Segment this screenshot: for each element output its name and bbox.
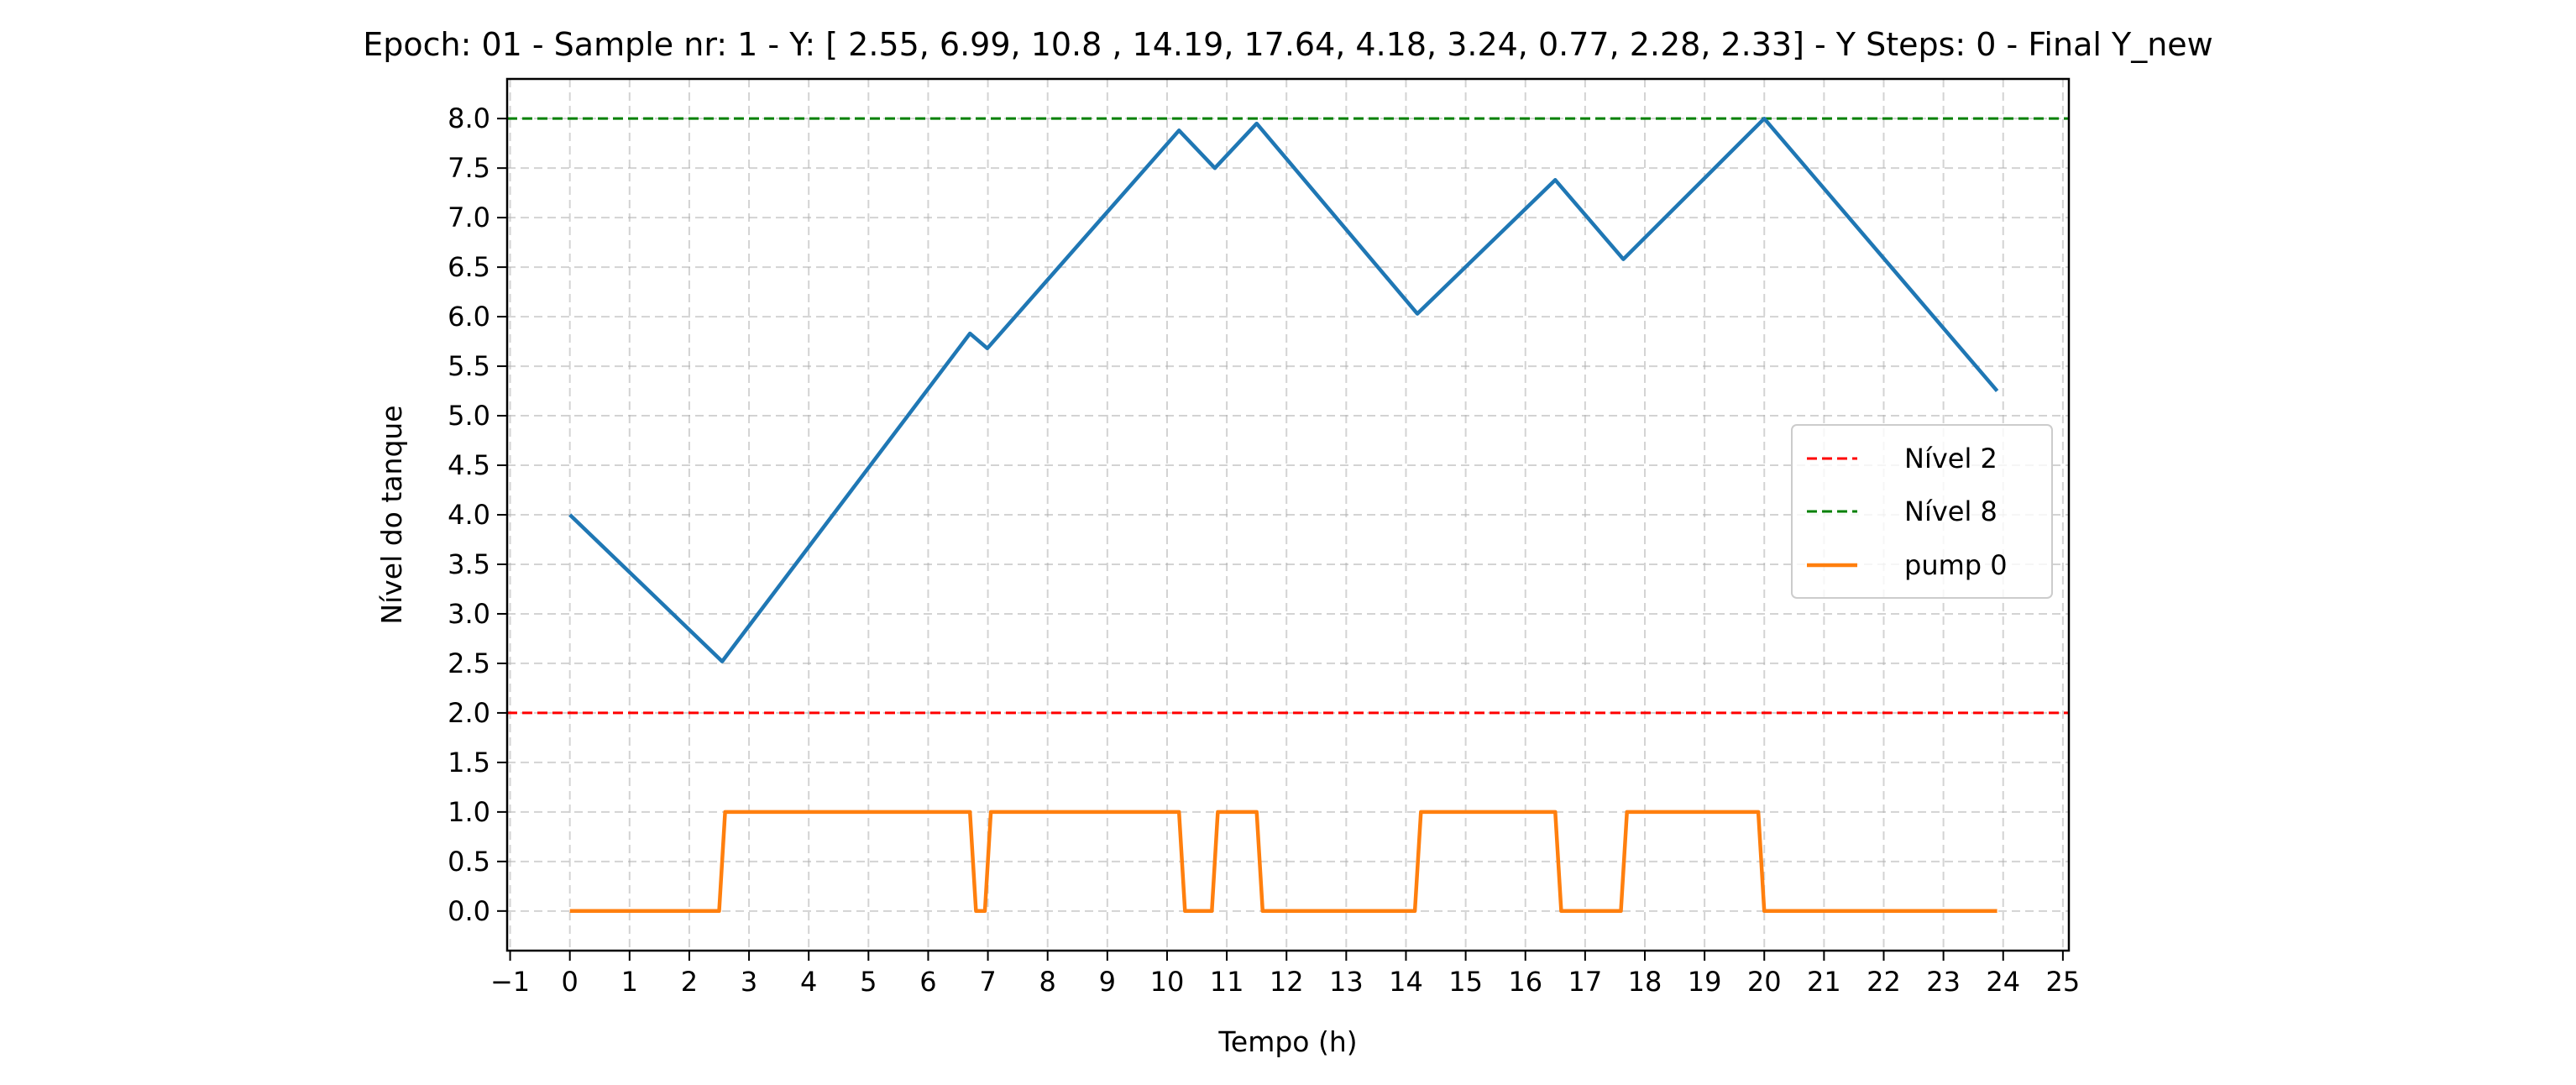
x-tick-label: 6 (919, 966, 936, 998)
y-tick-label: 4.0 (448, 499, 490, 531)
legend-label-nivel-8: Nível 8 (1904, 495, 1997, 527)
y-tick-label: 6.5 (448, 251, 490, 283)
x-tick-label: 2 (681, 966, 698, 998)
x-tick-label: 7 (979, 966, 996, 998)
legend-frame (1791, 424, 2053, 599)
x-tick-label: 19 (1688, 966, 1722, 998)
y-tick-label: 7.0 (448, 202, 490, 233)
legend-label-pump-0: pump 0 (1904, 549, 2008, 581)
x-tick-label: 21 (1807, 966, 1841, 998)
x-axis-label: Tempo (h) (1217, 1025, 1357, 1058)
y-tick-label: 5.0 (448, 400, 490, 432)
legend: Nível 2 Nível 8 pump 0 (1791, 424, 2053, 599)
x-tick-label: 12 (1270, 966, 1304, 998)
x-tick-label: −1 (490, 966, 530, 998)
y-tick-label: 6.0 (448, 301, 490, 333)
tank-level-line (568, 116, 1999, 663)
x-tick-label: 10 (1150, 966, 1185, 998)
x-tick-label: 8 (1039, 966, 1056, 998)
y-tick-label: 1.0 (448, 796, 490, 828)
x-tick-label: 5 (860, 966, 877, 998)
x-tick-label: 14 (1389, 966, 1423, 998)
x-tick-label: 3 (741, 966, 757, 998)
x-tick-label: 20 (1747, 966, 1782, 998)
reference-lines (507, 117, 2069, 715)
y-tick-label: 3.0 (448, 598, 490, 630)
x-tick-label: 23 (1926, 966, 1961, 998)
x-tick-label: 16 (1508, 966, 1542, 998)
x-tick-label: 9 (1099, 966, 1116, 998)
x-tick-label: 17 (1568, 966, 1603, 998)
y-tick-label: 2.0 (448, 697, 490, 729)
y-tick-label: 8.0 (448, 102, 490, 134)
x-tick-label: 25 (2046, 966, 2081, 998)
x-tick-label: 11 (1210, 966, 1244, 998)
y-tick-label: 1.5 (448, 747, 490, 778)
y-tick-label: 7.5 (448, 152, 490, 184)
x-tick-label: 4 (800, 966, 817, 998)
y-axis-label: Nível do tanque (375, 405, 408, 624)
y-tick-label: 4.5 (448, 449, 490, 481)
x-tick-label: 24 (1986, 966, 2020, 998)
y-axis-ticks: 0.0 0.5 1.0 1.5 2.0 2.5 3.0 3.5 4.0 4.5 5.0 5.5 6.0 6… (448, 102, 507, 927)
x-tick-label: 18 (1628, 966, 1662, 998)
x-tick-label: 22 (1867, 966, 1901, 998)
series-line-pump-0 (569, 810, 1997, 914)
y-tick-label: 2.5 (448, 647, 490, 679)
y-tick-label: 5.5 (448, 350, 490, 382)
x-tick-label: 15 (1448, 966, 1483, 998)
chart-title: Epoch: 01 - Sample nr: 1 - Y: [ 2.55, 6.… (363, 26, 2213, 63)
grid (507, 79, 2069, 951)
y-tick-label: 0.0 (448, 895, 490, 927)
x-tick-label: 1 (621, 966, 638, 998)
x-tick-label: 13 (1329, 966, 1364, 998)
x-axis-ticks: −1 0 1 2 3 4 5 6 7 8 9 10 11 12 13 14 15 16 17 18 19 20 21 22 23… (490, 951, 2080, 998)
x-tick-label: 0 (562, 966, 579, 998)
y-tick-label: 0.5 (448, 846, 490, 878)
legend-label-nivel-2: Nível 2 (1904, 443, 1997, 474)
data-series (568, 116, 1999, 914)
y-tick-label: 3.5 (448, 548, 490, 580)
